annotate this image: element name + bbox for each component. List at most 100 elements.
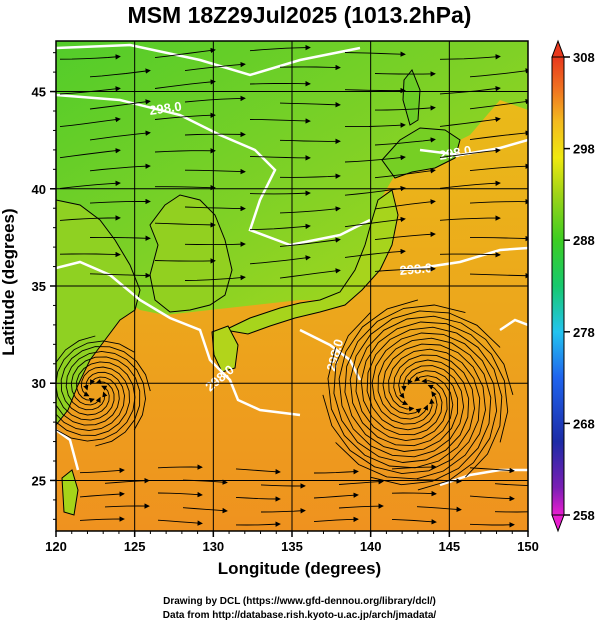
x-axis-label: Longitude (degrees)	[217, 559, 382, 578]
colorbar-tick-label: 278	[573, 325, 595, 340]
streamline	[70, 356, 141, 447]
streamline	[371, 332, 498, 491]
streamline	[391, 518, 437, 525]
streamline	[374, 137, 436, 146]
land-taiwan	[61, 469, 79, 516]
streamline	[313, 492, 359, 499]
streamline	[249, 44, 311, 52]
streamline	[184, 61, 246, 72]
streamline	[344, 248, 406, 258]
streamline	[344, 87, 406, 94]
colorbar-tick-label: 308	[573, 50, 595, 65]
colorbar-min-arrow	[551, 514, 565, 533]
streamline	[157, 491, 203, 498]
x-tick-label: 135	[281, 539, 303, 554]
streamline	[338, 299, 465, 458]
streamline	[469, 68, 528, 78]
streamline	[335, 343, 486, 480]
streamline	[344, 154, 406, 163]
credit-drawing: Drawing by DCL (https://www.gfd-dennou.o…	[163, 596, 436, 607]
streamline	[469, 495, 515, 502]
streamline	[184, 205, 246, 212]
streamline	[249, 255, 311, 265]
x-axis: 120 125 130 135 140 145 150	[45, 531, 539, 554]
streamline	[89, 68, 151, 78]
streamline	[89, 235, 151, 241]
streamline	[79, 491, 125, 498]
streamline	[157, 519, 203, 526]
y-tick-label: 25	[32, 473, 46, 488]
streamline	[56, 340, 135, 421]
streamline	[469, 467, 515, 474]
streamline	[313, 468, 359, 475]
streamline	[374, 266, 436, 272]
streamline	[89, 272, 151, 279]
streamline	[366, 326, 503, 478]
y-axis: 25 30 35 40 45	[32, 52, 56, 520]
streamline	[374, 231, 436, 241]
streamline	[469, 163, 528, 172]
streamline	[154, 47, 216, 59]
x-tick-label: 150	[517, 539, 539, 554]
streamline	[327, 347, 475, 469]
streamline	[439, 180, 501, 189]
streamline	[439, 54, 501, 60]
y-tick-label: 35	[32, 279, 46, 294]
streamline	[338, 478, 384, 485]
streamline	[235, 521, 281, 527]
streamline	[279, 138, 341, 145]
streamline	[154, 258, 216, 264]
colorbar-max-arrow	[551, 39, 565, 58]
colorbar: 308 298 288 278 268 258	[551, 39, 595, 533]
streamline	[469, 130, 528, 141]
y-tick-label: 40	[32, 182, 46, 197]
colorbar-tick-label: 258	[573, 508, 595, 523]
streamline	[439, 116, 501, 127]
streamline	[89, 198, 151, 205]
streamline	[360, 321, 509, 443]
streamline	[155, 184, 216, 191]
colorbar-tick-label: 268	[573, 416, 595, 431]
streamline	[279, 206, 341, 214]
wind-streamlines	[56, 44, 528, 528]
streamline	[184, 241, 246, 247]
streamline	[249, 81, 311, 87]
streamline	[249, 190, 311, 196]
x-tick-label: 130	[202, 539, 224, 554]
streamline	[79, 467, 125, 474]
y-tick-label: 45	[32, 85, 46, 100]
streamline	[59, 148, 121, 159]
x-tick-label: 125	[124, 539, 146, 554]
streamline	[182, 507, 228, 514]
streamline	[374, 168, 436, 179]
streamline	[59, 116, 121, 128]
streamline	[56, 361, 136, 442]
land-kyushu	[211, 325, 239, 373]
streamline	[494, 511, 528, 513]
map-panel: 298.0 298.0 298.0 298.0 298.0	[56, 41, 528, 531]
streamline	[279, 268, 341, 279]
streamline	[184, 95, 246, 103]
streamline	[59, 180, 121, 189]
streamline	[439, 215, 501, 221]
streamline	[338, 503, 384, 509]
streamline	[279, 173, 341, 179]
streamline	[56, 335, 120, 426]
contour-label: 298.0	[148, 99, 182, 118]
streamline	[391, 490, 437, 497]
streamline	[349, 310, 501, 447]
streamline	[249, 155, 311, 161]
streamline	[157, 464, 203, 470]
streamline	[235, 468, 281, 475]
graticule	[56, 41, 528, 531]
streamline	[469, 198, 528, 205]
streamline	[355, 315, 514, 442]
y-axis-label: Latitude (degrees)	[0, 208, 18, 356]
streamline	[469, 522, 515, 528]
streamline	[89, 99, 151, 110]
x-tick-label: 120	[45, 539, 67, 554]
streamline	[249, 223, 311, 231]
streamline	[235, 496, 281, 502]
credit-data-source: Data from http://database.rish.kyoto-u.a…	[162, 610, 437, 621]
